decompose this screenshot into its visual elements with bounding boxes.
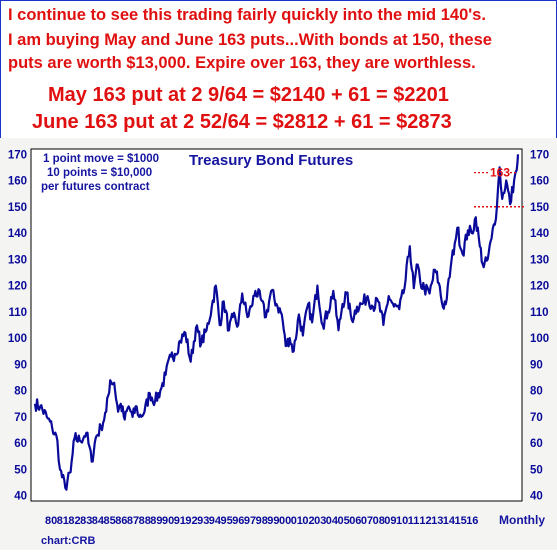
y-axis-left: 40 50 60 70 80 90 100 110 120 130 140 150 160 170 (8, 149, 27, 502)
x-tick-83: 83 (80, 515, 92, 527)
chart-title: Treasury Bond Futures (189, 152, 353, 169)
may-put-line: May 163 put at 2 9/64 = $2140 + 61 = $22… (48, 84, 449, 106)
y-tick-right-40: 40 (530, 491, 543, 503)
x-tick-91: 91 (174, 515, 186, 527)
y-tick-left-150: 150 (8, 202, 27, 214)
x-tick-06: 06 (349, 515, 361, 527)
info-line-2: 10 points = $10,000 (47, 167, 152, 179)
y-tick-left-140: 140 (8, 228, 27, 240)
level-163-label: 163 (490, 166, 510, 180)
y-axis-right: 40 50 60 70 80 90 100 110 120 130 140 150 160 170 (530, 149, 549, 502)
x-tick-07: 07 (361, 515, 373, 527)
y-tick-right-100: 100 (530, 333, 549, 345)
y-tick-left-70: 70 (14, 412, 27, 424)
x-tick-08: 08 (373, 515, 385, 527)
x-tick-88: 88 (139, 515, 151, 527)
y-tick-right-150: 150 (530, 202, 549, 214)
y-tick-right-60: 60 (530, 438, 543, 450)
info-line-3: per futures contract (41, 181, 150, 193)
y-tick-right-90: 90 (530, 359, 543, 371)
x-tick-85: 85 (104, 515, 116, 527)
info-line-1: 1 point move = $1000 (43, 153, 159, 165)
x-tick-97: 97 (244, 515, 256, 527)
x-tick-96: 96 (232, 515, 244, 527)
x-tick-11: 11 (408, 515, 420, 527)
series-line (33, 154, 520, 491)
x-tick-14: 14 (443, 515, 456, 527)
y-tick-right-110: 110 (530, 307, 549, 319)
frequency-label: Monthly (499, 513, 545, 527)
x-tick-82: 82 (68, 515, 80, 527)
y-tick-right-120: 120 (530, 281, 549, 293)
x-tick-15: 15 (455, 515, 467, 527)
y-tick-right-80: 80 (530, 386, 543, 398)
x-tick-09: 09 (384, 515, 396, 527)
y-tick-left-170: 170 (8, 149, 27, 161)
plot-area (30, 148, 523, 502)
y-tick-right-70: 70 (530, 412, 543, 424)
source-label: chart:CRB (41, 535, 95, 547)
y-tick-left-120: 120 (8, 281, 27, 293)
x-tick-02: 02 (302, 515, 314, 527)
x-tick-04: 04 (326, 515, 339, 527)
commentary-line-2: I am buying May and June 163 puts...With… (8, 31, 492, 49)
y-tick-left-90: 90 (14, 359, 27, 371)
x-tick-00: 00 (279, 515, 291, 527)
commentary-line-1: I continue to see this trading fairly qu… (8, 6, 486, 24)
y-tick-right-50: 50 (530, 464, 543, 476)
x-tick-05: 05 (338, 515, 350, 527)
y-tick-left-130: 130 (8, 254, 27, 266)
x-tick-95: 95 (221, 515, 233, 527)
x-tick-90: 90 (162, 515, 174, 527)
y-tick-left-80: 80 (14, 386, 27, 398)
y-tick-right-170: 170 (530, 149, 549, 161)
x-tick-13: 13 (431, 515, 443, 527)
x-tick-81: 81 (57, 515, 69, 527)
y-tick-right-140: 140 (530, 228, 549, 240)
chart-area: 40 50 60 70 80 90 100 110 120 130 140 150 160 170 40 5… (0, 138, 557, 550)
june-put-line: June 163 put at 2 52/64 = $2812 + 61 = $… (32, 111, 452, 133)
x-tick-98: 98 (256, 515, 268, 527)
x-tick-12: 12 (419, 515, 431, 527)
x-axis: 80 81 82 83 84 85 86 87 88 89 90 91 92 93 94 95 96 97 98 99… (45, 515, 478, 527)
x-tick-92: 92 (185, 515, 197, 527)
y-tick-left-160: 160 (8, 176, 27, 188)
y-tick-left-50: 50 (14, 464, 27, 476)
x-tick-93: 93 (197, 515, 209, 527)
x-tick-80: 80 (45, 515, 57, 527)
x-tick-01: 01 (291, 515, 303, 527)
x-tick-94: 94 (209, 515, 222, 527)
y-tick-left-40: 40 (14, 491, 27, 503)
annotations: 163 (474, 166, 525, 208)
x-tick-84: 84 (92, 515, 105, 527)
x-tick-03: 03 (314, 515, 326, 527)
x-tick-89: 89 (150, 515, 162, 527)
x-tick-87: 87 (127, 515, 139, 527)
x-tick-10: 10 (396, 515, 408, 527)
y-tick-right-160: 160 (530, 176, 549, 188)
y-tick-left-60: 60 (14, 438, 27, 450)
x-tick-16: 16 (466, 515, 478, 527)
x-tick-99: 99 (267, 515, 279, 527)
x-tick-86: 86 (115, 515, 127, 527)
y-tick-left-100: 100 (8, 333, 27, 345)
commentary-line-3: puts are worth $13,000. Expire over 163,… (8, 54, 476, 72)
y-tick-left-110: 110 (8, 307, 27, 319)
y-tick-right-130: 130 (530, 254, 549, 266)
